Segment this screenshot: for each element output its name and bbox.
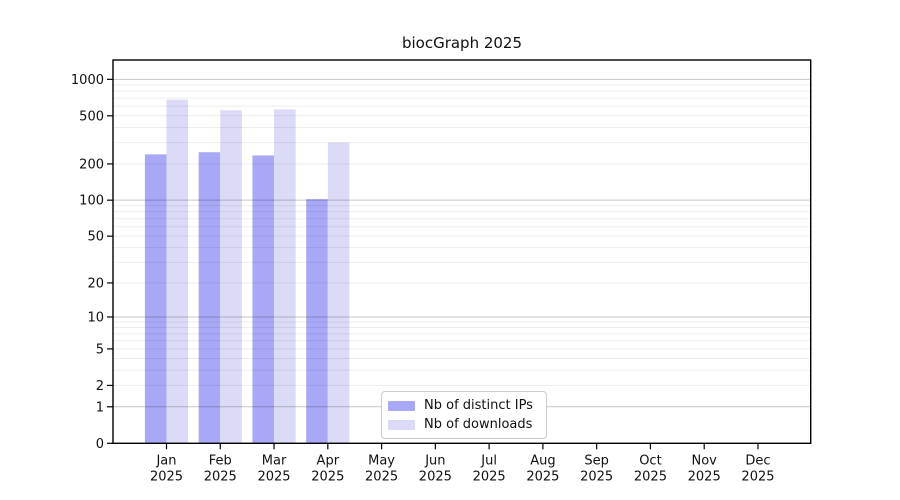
- x-tick-label-year: 2025: [150, 469, 183, 484]
- y-tick-label: 50: [87, 230, 104, 245]
- x-tick-label-year: 2025: [580, 469, 613, 484]
- chart-title: biocGraph 2025: [401, 34, 523, 52]
- y-tick-label: 500: [79, 109, 104, 124]
- y-tick-label: 10: [87, 310, 104, 325]
- bar-downloads-feb: [220, 110, 242, 444]
- x-tick-label-year: 2025: [419, 469, 452, 484]
- y-tick-label: 20: [87, 276, 104, 291]
- x-tick-label-month: Feb: [209, 453, 232, 468]
- bar-distinct-ips-mar: [252, 155, 275, 444]
- x-tick-label-month: Jan: [155, 453, 176, 468]
- legend-label-distinct-ips: Nb of distinct IPs: [424, 398, 533, 413]
- y-tick-label: 2: [96, 379, 104, 394]
- x-tick-label-month: Oct: [639, 453, 661, 468]
- y-tick-label: 5: [96, 342, 104, 357]
- x-tick-label-month: May: [368, 453, 395, 468]
- plot-border: [112, 59, 812, 444]
- bar-downloads-apr: [327, 142, 350, 444]
- y-tick-label: 1: [96, 400, 104, 415]
- x-tick-label-year: 2025: [311, 469, 344, 484]
- bar-distinct-ips-feb: [198, 152, 221, 444]
- legend-item-downloads: Nb of downloads: [388, 417, 546, 432]
- legend-item-distinct-ips: Nb of distinct IPs: [388, 398, 546, 413]
- x-tick-label-month: Nov: [692, 453, 718, 468]
- x-tick-label-month: Jul: [480, 453, 497, 468]
- legend-label-downloads: Nb of downloads: [424, 417, 533, 432]
- y-tick-label: 1000: [71, 73, 104, 88]
- x-tick-label-year: 2025: [257, 469, 290, 484]
- x-tick-label-year: 2025: [473, 469, 506, 484]
- x-tick-label-month: Sep: [584, 453, 609, 468]
- bar-distinct-ips-apr: [306, 199, 328, 444]
- x-tick-label-month: Jun: [424, 453, 445, 468]
- legend-swatch-distinct-ips: [388, 400, 415, 411]
- legend-swatch-downloads: [388, 419, 415, 430]
- x-tick-label-year: 2025: [526, 469, 559, 484]
- y-tick-label: 200: [79, 157, 104, 172]
- y-tick-label: 0: [96, 437, 104, 452]
- bar-distinct-ips-jan: [144, 154, 167, 444]
- bar-downloads-mar: [274, 109, 296, 444]
- y-tick-label: 100: [79, 194, 104, 209]
- x-tick-label-month: Apr: [317, 453, 340, 468]
- x-tick-label-year: 2025: [741, 469, 774, 484]
- x-tick-label-month: Dec: [745, 453, 770, 468]
- x-tick-label-year: 2025: [688, 469, 721, 484]
- x-tick-label-year: 2025: [365, 469, 398, 484]
- x-tick-label-year: 2025: [634, 469, 667, 484]
- x-tick-label-month: Aug: [530, 453, 555, 468]
- x-tick-label-year: 2025: [204, 469, 237, 484]
- legend: Nb of distinct IPs Nb of downloads: [381, 391, 547, 439]
- x-tick-label-month: Mar: [262, 453, 287, 468]
- bar-downloads-jan: [166, 99, 189, 444]
